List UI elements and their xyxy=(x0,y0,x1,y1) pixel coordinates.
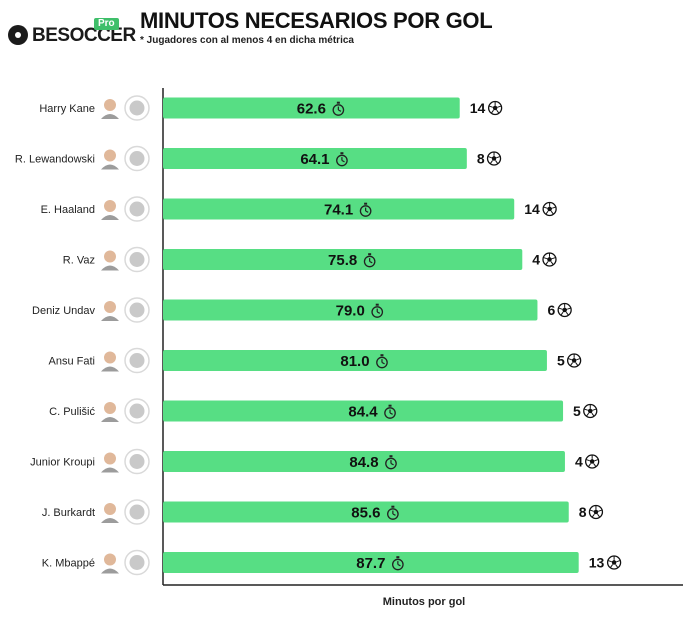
bar xyxy=(163,198,515,220)
stopwatch-icon xyxy=(363,253,376,268)
goals-count-label: 14 xyxy=(470,100,486,116)
player-name-label: R. Vaz xyxy=(63,255,95,267)
goals-count-label: 6 xyxy=(547,302,555,318)
goals-count-label: 5 xyxy=(557,353,565,369)
football-icon xyxy=(487,100,503,116)
club-crest-icon xyxy=(124,196,150,222)
bar-value-label: 62.6 xyxy=(297,101,326,118)
club-crest-icon xyxy=(124,297,150,323)
player-avatar xyxy=(101,351,119,372)
club-crest-icon xyxy=(124,95,150,121)
bar xyxy=(163,552,579,573)
x-axis-title: Minutos por gol xyxy=(383,596,465,608)
bar-value-label: 84.8 xyxy=(349,454,378,471)
bar xyxy=(163,97,460,119)
stopwatch-icon xyxy=(385,455,397,470)
club-crest-icon xyxy=(124,398,150,424)
bar xyxy=(163,350,547,371)
bar xyxy=(163,501,569,523)
chart-subtitle: * Jugadores con al menos 4 en dicha métr… xyxy=(140,35,354,46)
stopwatch-icon xyxy=(376,354,388,369)
bar-value-label: 84.4 xyxy=(348,404,378,421)
bar-value-label: 81.0 xyxy=(340,353,369,370)
goals-count-label: 8 xyxy=(477,151,485,167)
player-name-label: E. Haaland xyxy=(41,204,95,216)
player-avatar xyxy=(101,553,119,574)
football-icon xyxy=(542,252,557,267)
football-icon xyxy=(606,555,622,570)
player-avatar xyxy=(101,301,119,321)
player-avatar xyxy=(101,200,119,220)
football-icon xyxy=(542,201,557,217)
goals-count-label: 4 xyxy=(532,252,540,268)
besoccer-logo-icon xyxy=(8,25,28,45)
player-name-label: J. Burkardt xyxy=(42,507,95,519)
club-crest-icon xyxy=(124,246,150,273)
bar xyxy=(163,249,523,270)
goals-count-label: 13 xyxy=(589,555,605,571)
pro-badge: Pro xyxy=(94,18,119,30)
stopwatch-icon xyxy=(359,202,372,217)
football-icon xyxy=(486,151,502,166)
goals-count-label: 14 xyxy=(524,201,540,217)
football-icon xyxy=(557,302,572,318)
club-crest-icon xyxy=(124,549,150,576)
goals-count-label: 8 xyxy=(579,504,587,520)
football-icon xyxy=(583,403,598,419)
bar xyxy=(163,148,467,169)
club-crest-icon xyxy=(124,347,150,374)
player-name-label: Ansu Fati xyxy=(49,356,95,368)
bar-value-label: 79.0 xyxy=(336,303,365,320)
football-icon xyxy=(585,454,600,469)
club-crest-icon xyxy=(124,499,150,525)
football-icon xyxy=(566,353,582,368)
chart-title: MINUTOS NECESARIOS POR GOL xyxy=(140,8,493,33)
player-avatar xyxy=(101,503,119,523)
player-avatar xyxy=(101,402,119,422)
bar xyxy=(163,400,564,422)
player-name-label: Junior Kroupi xyxy=(30,457,95,469)
club-crest-icon xyxy=(124,448,150,475)
stopwatch-icon xyxy=(384,404,396,419)
player-name-label: C. Pulišić xyxy=(49,406,95,418)
player-name-label: Deniz Undav xyxy=(32,305,95,317)
player-avatar xyxy=(101,452,119,473)
brand-name: BESOCCER xyxy=(32,25,136,46)
player-name-label: Harry Kane xyxy=(39,103,95,115)
brand-logo: BESOCCER Pro xyxy=(6,18,136,52)
bar-value-label: 75.8 xyxy=(328,252,357,269)
bar-value-label: 74.1 xyxy=(324,202,353,219)
goals-count-label: 4 xyxy=(575,454,583,470)
player-name-label: R. Lewandowski xyxy=(15,154,95,166)
player-avatar xyxy=(101,149,119,170)
stopwatch-icon xyxy=(391,556,404,571)
bar-value-label: 64.1 xyxy=(300,151,329,168)
stopwatch-icon xyxy=(387,505,399,520)
bar-value-label: 87.7 xyxy=(356,555,385,572)
bar xyxy=(163,299,538,321)
football-icon xyxy=(588,504,604,520)
stopwatch-icon xyxy=(336,152,348,167)
stopwatch-icon xyxy=(332,101,345,116)
player-name-label: K. Mbappé xyxy=(42,558,95,570)
player-avatar xyxy=(101,250,119,271)
stopwatch-icon xyxy=(371,303,384,318)
club-crest-icon xyxy=(124,145,150,172)
bar xyxy=(163,451,565,472)
goals-count-label: 5 xyxy=(573,403,581,419)
bar-value-label: 85.6 xyxy=(351,505,380,522)
player-avatar xyxy=(101,99,119,119)
